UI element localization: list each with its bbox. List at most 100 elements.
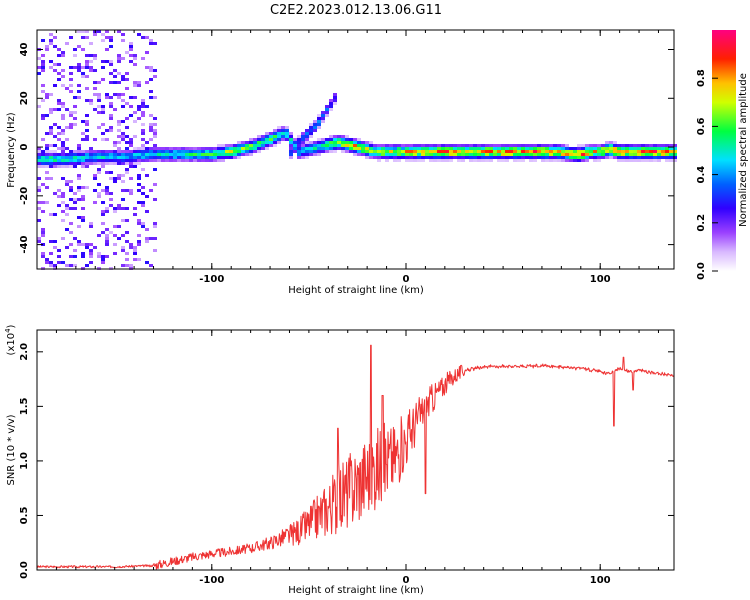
heatmap-cell <box>53 144 57 147</box>
heatmap-cell <box>341 141 345 144</box>
heatmap-cell <box>101 66 105 69</box>
heatmap-cell <box>69 111 73 114</box>
heatmap-cell <box>53 246 57 249</box>
heatmap-cell <box>609 147 613 150</box>
heatmap-cell <box>429 150 433 153</box>
heatmap-cell <box>113 141 117 144</box>
heatmap-cell <box>141 156 145 159</box>
heatmap-cell <box>137 183 141 186</box>
heatmap-cell <box>489 159 493 162</box>
heatmap-cell <box>81 156 85 159</box>
heatmap-cell <box>273 144 277 147</box>
colorbar-tick-label: 0.6 <box>696 118 707 136</box>
heatmap-cell <box>437 159 441 162</box>
heatmap-cell <box>397 159 401 162</box>
heatmap-cell <box>149 159 153 162</box>
heatmap-cell <box>333 141 337 144</box>
heatmap-cell <box>345 147 349 150</box>
heatmap-cell <box>57 162 61 165</box>
heatmap-cell <box>289 147 293 150</box>
heatmap-cell <box>125 135 129 138</box>
heatmap-cell <box>85 150 89 153</box>
heatmap-cell <box>37 186 41 189</box>
heatmap-cell <box>361 144 365 147</box>
heatmap-cell <box>41 255 45 258</box>
heatmap-cell <box>133 153 137 156</box>
heatmap-cell <box>153 144 157 147</box>
heatmap-cell <box>109 126 113 129</box>
heatmap-cell <box>61 54 65 57</box>
heatmap-cell <box>117 93 121 96</box>
heatmap-cell <box>145 156 149 159</box>
heatmap-cell <box>665 156 669 159</box>
heatmap-cell <box>109 63 113 66</box>
heatmap-cell <box>61 75 65 78</box>
heatmap-cell <box>481 150 485 153</box>
heatmap-cell <box>45 162 49 165</box>
heatmap-cell <box>85 66 89 69</box>
heatmap-cell <box>497 150 501 153</box>
heatmap-cell <box>409 159 413 162</box>
heatmap-cell <box>385 150 389 153</box>
heatmap-cell <box>141 132 145 135</box>
heatmap-cell <box>485 153 489 156</box>
heatmap-cell <box>521 147 525 150</box>
heatmap-cell <box>105 60 109 63</box>
heatmap-cell <box>641 159 645 162</box>
heatmap-cell <box>141 159 145 162</box>
heatmap-cell <box>145 174 149 177</box>
heatmap-cell <box>221 150 225 153</box>
heatmap-cell <box>129 189 133 192</box>
heatmap-cell <box>501 156 505 159</box>
heatmap-cell <box>97 255 101 258</box>
heatmap-cell <box>81 48 85 51</box>
heatmap-cell <box>297 150 301 153</box>
heatmap-cell <box>49 42 53 45</box>
heatmap-cell <box>81 66 85 69</box>
heatmap-cell <box>393 159 397 162</box>
heatmap-cell <box>617 156 621 159</box>
heatmap-cell <box>129 165 133 168</box>
heatmap-cell <box>541 153 545 156</box>
heatmap-cell <box>573 153 577 156</box>
heatmap-cell <box>37 66 41 69</box>
heatmap-cell <box>301 156 305 159</box>
heatmap-cell <box>501 147 505 150</box>
heatmap-cell <box>185 153 189 156</box>
heatmap-cell <box>133 96 137 99</box>
heatmap-cell <box>41 210 45 213</box>
heatmap-cell <box>113 69 117 72</box>
heatmap-cell <box>517 156 521 159</box>
heatmap-cell <box>453 144 457 147</box>
heatmap-cell <box>49 177 53 180</box>
spectrogram-ylabel: Frequency (Hz) <box>6 112 17 188</box>
heatmap-cell <box>89 60 93 63</box>
heatmap-cell <box>393 150 397 153</box>
heatmap-cell <box>37 162 41 165</box>
heatmap-cell <box>153 96 157 99</box>
heatmap-cell <box>505 153 509 156</box>
heatmap-cell <box>461 156 465 159</box>
heatmap-cell <box>133 258 137 261</box>
heatmap-cell <box>341 138 345 141</box>
heatmap-cell <box>49 39 53 42</box>
heatmap-cell <box>49 159 53 162</box>
heatmap-cell <box>305 144 309 147</box>
heatmap-cell <box>637 159 641 162</box>
heatmap-cell <box>97 126 101 129</box>
heatmap-cell <box>633 156 637 159</box>
heatmap-cell <box>577 147 581 150</box>
heatmap-cell <box>197 150 201 153</box>
heatmap-cell <box>365 144 369 147</box>
heatmap-cell <box>597 159 601 162</box>
heatmap-cell <box>49 111 53 114</box>
heatmap-cell <box>589 156 593 159</box>
heatmap-cell <box>157 147 161 150</box>
heatmap-cell <box>201 159 205 162</box>
heatmap-cell <box>593 144 597 147</box>
heatmap-cell <box>453 153 457 156</box>
heatmap-cell <box>257 141 261 144</box>
heatmap-cell <box>305 156 309 159</box>
heatmap-cell <box>189 150 193 153</box>
heatmap-cell <box>457 156 461 159</box>
